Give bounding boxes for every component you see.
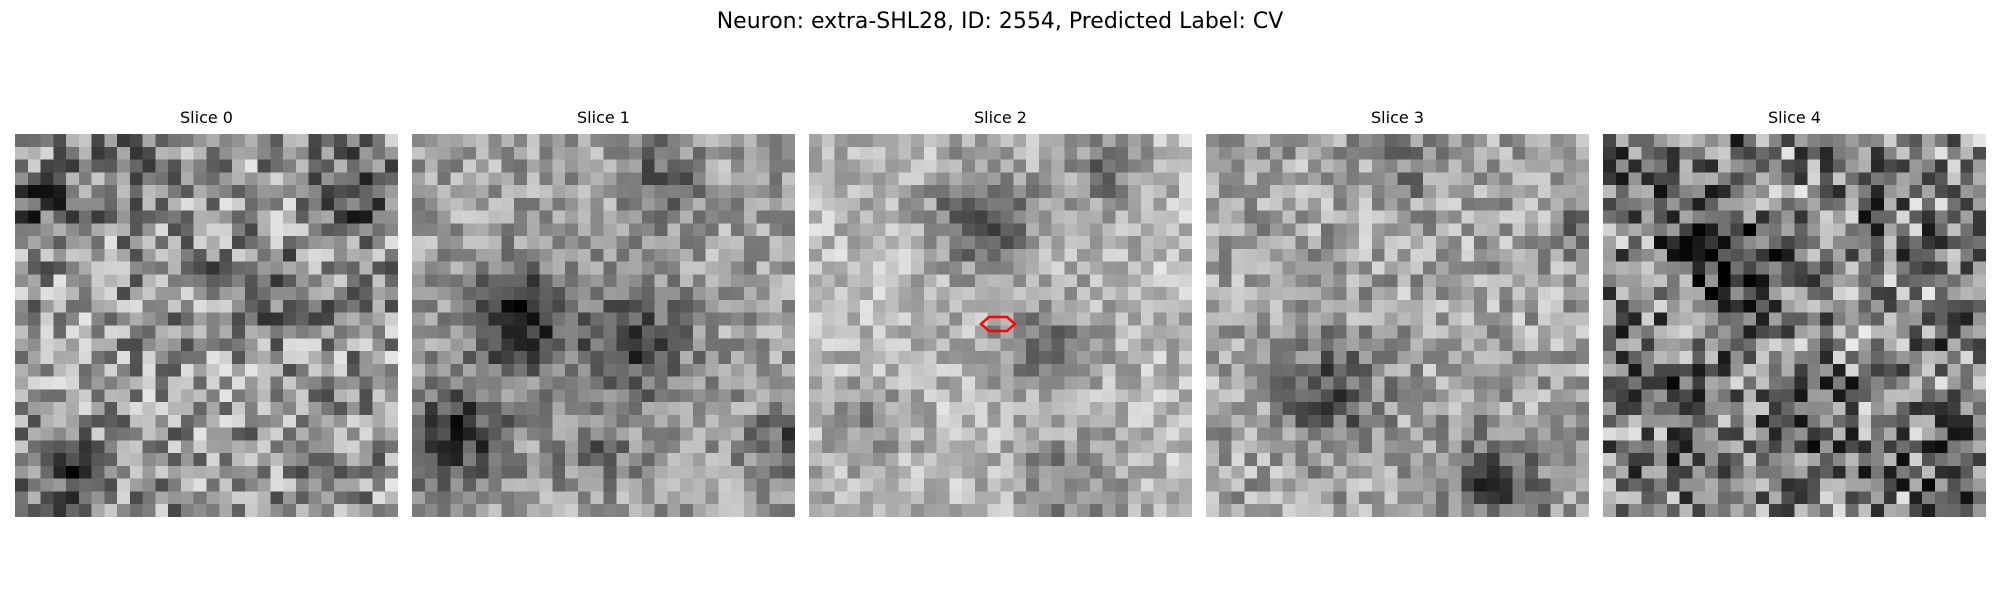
slice-image [412,134,795,517]
slice-panel-1: Slice 1 [412,108,795,517]
slice-image [15,134,398,517]
slice-title: Slice 1 [577,108,630,127]
slice-title: Slice 3 [1371,108,1424,127]
figure-title: Neuron: extra-SHL28, ID: 2554, Predicted… [716,9,1284,34]
slice-image [809,134,1192,517]
slice-panel-2: Slice 2 [809,108,1192,517]
slice-title: Slice 4 [1768,108,1821,127]
slice-panel-3: Slice 3 [1206,108,1589,517]
slice-image [1603,134,1986,517]
slice-title: Slice 0 [180,108,233,127]
slice-image [1206,134,1589,517]
slice-panel-4: Slice 4 [1603,108,1986,517]
slice-title: Slice 2 [974,108,1027,127]
slice-panel-0: Slice 0 [15,108,398,517]
